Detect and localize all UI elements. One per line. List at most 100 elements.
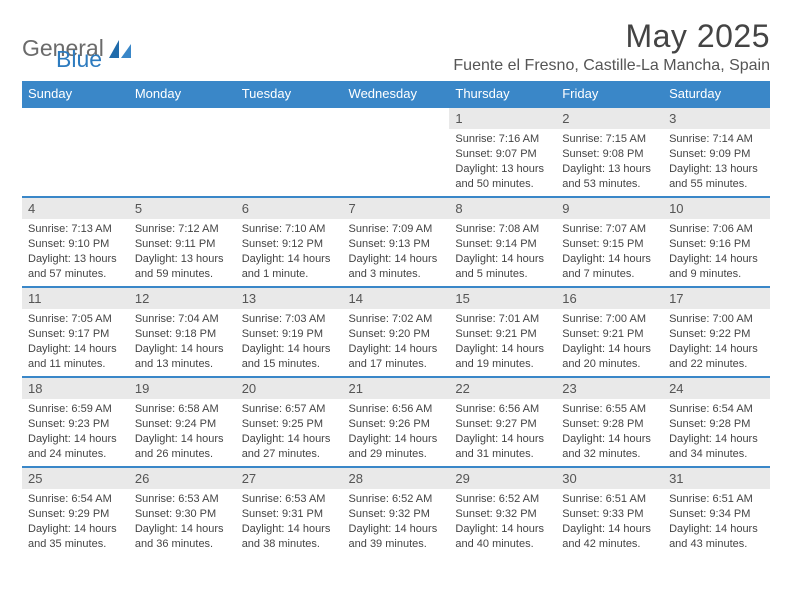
daylight-text: and 22 minutes. [669, 357, 764, 372]
daylight-text: and 24 minutes. [28, 447, 123, 462]
header-row: GeneralBlue May 2025 Fuente el Fresno, C… [22, 18, 770, 75]
calendar-week-row: 18Sunrise: 6:59 AMSunset: 9:23 PMDayligh… [22, 377, 770, 467]
daylight-text: Daylight: 14 hours [135, 432, 230, 447]
day-number: 31 [663, 468, 770, 489]
day-body: Sunrise: 7:00 AMSunset: 9:21 PMDaylight:… [556, 309, 663, 375]
sunrise-text: Sunrise: 6:56 AM [349, 402, 444, 417]
sunset-text: Sunset: 9:28 PM [562, 417, 657, 432]
daylight-text: and 7 minutes. [562, 267, 657, 282]
sunset-text: Sunset: 9:34 PM [669, 507, 764, 522]
logo-sail-icon [107, 38, 133, 60]
daylight-text: Daylight: 13 hours [562, 162, 657, 177]
day-number: 20 [236, 378, 343, 399]
daylight-text: Daylight: 14 hours [28, 522, 123, 537]
sunrise-text: Sunrise: 7:01 AM [455, 312, 550, 327]
sunset-text: Sunset: 9:15 PM [562, 237, 657, 252]
sunset-text: Sunset: 9:26 PM [349, 417, 444, 432]
weekday-row: SundayMondayTuesdayWednesdayThursdayFrid… [22, 81, 770, 107]
weekday-header: Monday [129, 81, 236, 107]
sunset-text: Sunset: 9:30 PM [135, 507, 230, 522]
calendar-empty-cell [236, 107, 343, 197]
sunset-text: Sunset: 9:31 PM [242, 507, 337, 522]
weekday-header: Sunday [22, 81, 129, 107]
calendar-day-cell: 6Sunrise: 7:10 AMSunset: 9:12 PMDaylight… [236, 197, 343, 287]
day-body: Sunrise: 6:54 AMSunset: 9:28 PMDaylight:… [663, 399, 770, 465]
daylight-text: and 36 minutes. [135, 537, 230, 552]
day-number: 30 [556, 468, 663, 489]
sunset-text: Sunset: 9:24 PM [135, 417, 230, 432]
daylight-text: and 38 minutes. [242, 537, 337, 552]
daylight-text: and 20 minutes. [562, 357, 657, 372]
daylight-text: Daylight: 14 hours [562, 522, 657, 537]
day-body: Sunrise: 7:14 AMSunset: 9:09 PMDaylight:… [663, 129, 770, 195]
calendar-day-cell: 10Sunrise: 7:06 AMSunset: 9:16 PMDayligh… [663, 197, 770, 287]
day-number: 25 [22, 468, 129, 489]
location-text: Fuente el Fresno, Castille-La Mancha, Sp… [453, 57, 770, 75]
daylight-text: and 40 minutes. [455, 537, 550, 552]
day-body: Sunrise: 7:16 AMSunset: 9:07 PMDaylight:… [449, 129, 556, 195]
day-number: 23 [556, 378, 663, 399]
day-number: 17 [663, 288, 770, 309]
calendar-week-row: 4Sunrise: 7:13 AMSunset: 9:10 PMDaylight… [22, 197, 770, 287]
day-body: Sunrise: 6:51 AMSunset: 9:33 PMDaylight:… [556, 489, 663, 555]
sunrise-text: Sunrise: 7:15 AM [562, 132, 657, 147]
daylight-text: and 35 minutes. [28, 537, 123, 552]
sunset-text: Sunset: 9:20 PM [349, 327, 444, 342]
daylight-text: Daylight: 14 hours [669, 342, 764, 357]
sunrise-text: Sunrise: 7:12 AM [135, 222, 230, 237]
sunrise-text: Sunrise: 7:00 AM [562, 312, 657, 327]
day-body: Sunrise: 7:04 AMSunset: 9:18 PMDaylight:… [129, 309, 236, 375]
sunset-text: Sunset: 9:22 PM [669, 327, 764, 342]
daylight-text: Daylight: 14 hours [562, 342, 657, 357]
calendar-day-cell: 13Sunrise: 7:03 AMSunset: 9:19 PMDayligh… [236, 287, 343, 377]
day-body: Sunrise: 7:08 AMSunset: 9:14 PMDaylight:… [449, 219, 556, 285]
calendar-day-cell: 21Sunrise: 6:56 AMSunset: 9:26 PMDayligh… [343, 377, 450, 467]
month-title: May 2025 [453, 18, 770, 55]
day-body: Sunrise: 6:59 AMSunset: 9:23 PMDaylight:… [22, 399, 129, 465]
daylight-text: and 17 minutes. [349, 357, 444, 372]
sunrise-text: Sunrise: 7:08 AM [455, 222, 550, 237]
day-number: 19 [129, 378, 236, 399]
daylight-text: and 32 minutes. [562, 447, 657, 462]
daylight-text: and 13 minutes. [135, 357, 230, 372]
sunset-text: Sunset: 9:27 PM [455, 417, 550, 432]
day-body: Sunrise: 6:53 AMSunset: 9:30 PMDaylight:… [129, 489, 236, 555]
daylight-text: Daylight: 14 hours [455, 432, 550, 447]
day-body: Sunrise: 6:56 AMSunset: 9:27 PMDaylight:… [449, 399, 556, 465]
calendar-day-cell: 17Sunrise: 7:00 AMSunset: 9:22 PMDayligh… [663, 287, 770, 377]
daylight-text: and 42 minutes. [562, 537, 657, 552]
weekday-header: Wednesday [343, 81, 450, 107]
day-body: Sunrise: 7:02 AMSunset: 9:20 PMDaylight:… [343, 309, 450, 375]
calendar-day-cell: 8Sunrise: 7:08 AMSunset: 9:14 PMDaylight… [449, 197, 556, 287]
daylight-text: Daylight: 14 hours [455, 342, 550, 357]
sunrise-text: Sunrise: 6:54 AM [669, 402, 764, 417]
daylight-text: Daylight: 14 hours [669, 432, 764, 447]
daylight-text: and 19 minutes. [455, 357, 550, 372]
sunrise-text: Sunrise: 7:09 AM [349, 222, 444, 237]
calendar-empty-cell [22, 107, 129, 197]
weekday-header: Saturday [663, 81, 770, 107]
daylight-text: and 1 minute. [242, 267, 337, 282]
daylight-text: and 5 minutes. [455, 267, 550, 282]
sunrise-text: Sunrise: 6:59 AM [28, 402, 123, 417]
sunrise-text: Sunrise: 7:06 AM [669, 222, 764, 237]
day-body: Sunrise: 7:13 AMSunset: 9:10 PMDaylight:… [22, 219, 129, 285]
day-number: 4 [22, 198, 129, 219]
calendar-empty-cell [343, 107, 450, 197]
sunset-text: Sunset: 9:18 PM [135, 327, 230, 342]
sunset-text: Sunset: 9:11 PM [135, 237, 230, 252]
calendar-week-row: 11Sunrise: 7:05 AMSunset: 9:17 PMDayligh… [22, 287, 770, 377]
daylight-text: Daylight: 14 hours [28, 342, 123, 357]
day-number: 3 [663, 108, 770, 129]
sunrise-text: Sunrise: 7:10 AM [242, 222, 337, 237]
sunset-text: Sunset: 9:19 PM [242, 327, 337, 342]
sunrise-text: Sunrise: 6:52 AM [455, 492, 550, 507]
day-body: Sunrise: 6:55 AMSunset: 9:28 PMDaylight:… [556, 399, 663, 465]
sunset-text: Sunset: 9:16 PM [669, 237, 764, 252]
daylight-text: Daylight: 14 hours [349, 522, 444, 537]
sunset-text: Sunset: 9:09 PM [669, 147, 764, 162]
day-number: 14 [343, 288, 450, 309]
daylight-text: and 57 minutes. [28, 267, 123, 282]
weekday-header: Friday [556, 81, 663, 107]
sunrise-text: Sunrise: 6:57 AM [242, 402, 337, 417]
